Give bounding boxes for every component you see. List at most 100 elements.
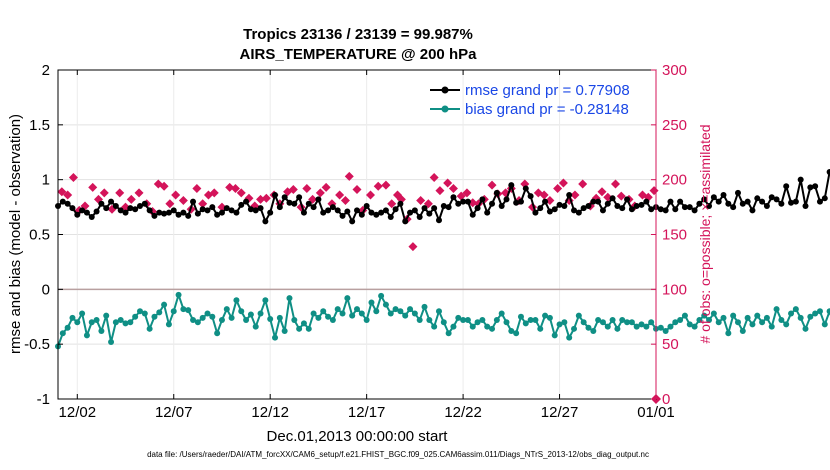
series-0-point-114 bbox=[604, 200, 611, 207]
series-1-point-110 bbox=[585, 324, 592, 331]
series-1-point-19 bbox=[146, 325, 153, 332]
obs-count-point-58 bbox=[429, 172, 439, 182]
series-0-point-29 bbox=[194, 210, 201, 217]
series-1-point-153 bbox=[792, 306, 799, 313]
series-0-point-24 bbox=[170, 207, 177, 214]
chart-title-line1: Tropics 23136 / 23139 = 99.987% bbox=[243, 26, 473, 43]
series-0-point-12 bbox=[112, 202, 119, 209]
series-0-point-30 bbox=[199, 206, 206, 213]
series-1-point-32 bbox=[209, 313, 216, 320]
series-0-point-51 bbox=[300, 209, 307, 216]
series-1-point-2 bbox=[64, 324, 71, 331]
series-0-point-153 bbox=[792, 198, 799, 205]
series-0-point-119 bbox=[628, 206, 635, 213]
series-0-point-150 bbox=[778, 200, 785, 207]
series-1-point-21 bbox=[156, 309, 163, 316]
series-0-point-50 bbox=[296, 194, 303, 201]
series-0-point-120 bbox=[633, 202, 640, 209]
series-0-point-82 bbox=[450, 194, 457, 201]
series-0-point-106 bbox=[566, 192, 573, 199]
series-0-point-147 bbox=[763, 202, 770, 209]
series-1-point-63 bbox=[358, 310, 365, 317]
series-1-point-73 bbox=[407, 306, 414, 313]
obs-count-point-78 bbox=[558, 178, 568, 188]
series-0-point-72 bbox=[402, 218, 409, 225]
series-1-point-25 bbox=[175, 291, 182, 298]
series-1-point-22 bbox=[161, 301, 168, 308]
obs-count-point-16 bbox=[159, 181, 169, 191]
series-0-point-93 bbox=[503, 196, 510, 203]
series-1-point-52 bbox=[305, 325, 312, 332]
obs-count-point-32 bbox=[261, 193, 271, 203]
series-0-point-47 bbox=[281, 194, 288, 201]
series-0-point-73 bbox=[407, 209, 414, 216]
series-0-point-49 bbox=[291, 200, 298, 207]
series-0-point-15 bbox=[127, 205, 134, 212]
series-0-point-63 bbox=[358, 211, 365, 218]
series-0-point-38 bbox=[238, 201, 245, 208]
series-1-point-72 bbox=[402, 312, 409, 319]
series-1-point-77 bbox=[426, 317, 433, 324]
x-axis-label: Dec.01,2013 00:00:00 start bbox=[267, 428, 449, 445]
series-1-point-69 bbox=[387, 310, 394, 317]
series-1-point-102 bbox=[546, 314, 553, 321]
series-0-point-64 bbox=[363, 202, 370, 209]
series-0-point-45 bbox=[272, 192, 279, 199]
series-1-point-27 bbox=[185, 307, 192, 314]
series-0-point-23 bbox=[165, 209, 172, 216]
series-0-point-33 bbox=[214, 211, 221, 218]
series-1-point-137 bbox=[715, 319, 722, 326]
series-0-point-67 bbox=[378, 209, 385, 216]
series-0-point-125 bbox=[657, 206, 664, 213]
series-1-point-85 bbox=[464, 317, 471, 324]
series-1-point-109 bbox=[580, 319, 587, 326]
y-tick-label-4: 1 bbox=[42, 172, 50, 189]
series-1-point-13 bbox=[117, 317, 124, 324]
x-tick-label-4: 12/22 bbox=[444, 404, 482, 421]
chart-title-line2: AIRS_TEMPERATURE @ 200 hPa bbox=[240, 46, 478, 63]
series-1-point-117 bbox=[619, 317, 626, 324]
series-1-point-71 bbox=[397, 308, 404, 315]
series-0-point-3 bbox=[69, 205, 76, 212]
series-1-point-57 bbox=[329, 317, 336, 324]
series-1-point-98 bbox=[527, 317, 534, 324]
series-1-point-60 bbox=[344, 295, 351, 302]
series-0-point-79 bbox=[435, 217, 442, 224]
series-0-point-160 bbox=[826, 168, 830, 175]
series-0-point-71 bbox=[397, 200, 404, 207]
series-1-point-43 bbox=[262, 297, 269, 304]
obs-count-point-24 bbox=[209, 188, 219, 198]
series-1-point-155 bbox=[802, 325, 809, 332]
obs-count-point-62 bbox=[456, 191, 466, 201]
series-0-point-109 bbox=[580, 205, 587, 212]
y-right-tick-label-1: 50 bbox=[662, 336, 679, 353]
series-1-point-99 bbox=[532, 317, 539, 324]
series-1-point-48 bbox=[286, 295, 293, 302]
series-1-point-46 bbox=[276, 314, 283, 321]
series-1-point-120 bbox=[633, 323, 640, 330]
series-1-point-156 bbox=[807, 313, 814, 320]
series-0-point-95 bbox=[513, 199, 520, 206]
series-1-point-145 bbox=[754, 312, 761, 319]
series-1-point-114 bbox=[604, 323, 611, 330]
series-0-point-116 bbox=[614, 202, 621, 209]
obs-count-point-2 bbox=[68, 172, 78, 182]
series-0-point-141 bbox=[734, 189, 741, 196]
series-0-point-57 bbox=[329, 204, 336, 211]
series-1-point-78 bbox=[431, 323, 438, 330]
series-0-point-39 bbox=[243, 198, 250, 205]
legend: rmse grand pr = 0.77908 bias grand pr = … bbox=[430, 82, 630, 118]
series-1-point-140 bbox=[730, 312, 737, 319]
series-1-point-47 bbox=[281, 328, 288, 335]
y-axis-ticks: -1 -0.5 0 0.5 1 1.5 2 bbox=[24, 62, 63, 408]
obs-count-point-18 bbox=[171, 190, 181, 200]
series-0-point-80 bbox=[440, 202, 447, 209]
series-1-point-154 bbox=[797, 314, 804, 321]
x-tick-label-5: 12/27 bbox=[541, 404, 579, 421]
series-1-point-89 bbox=[484, 323, 491, 330]
series-1-point-121 bbox=[638, 321, 645, 328]
y-right-tick-label-5: 250 bbox=[662, 117, 687, 134]
series-1-point-103 bbox=[551, 332, 558, 339]
series-0-point-133 bbox=[696, 200, 703, 207]
series-0-point-139 bbox=[725, 200, 732, 207]
